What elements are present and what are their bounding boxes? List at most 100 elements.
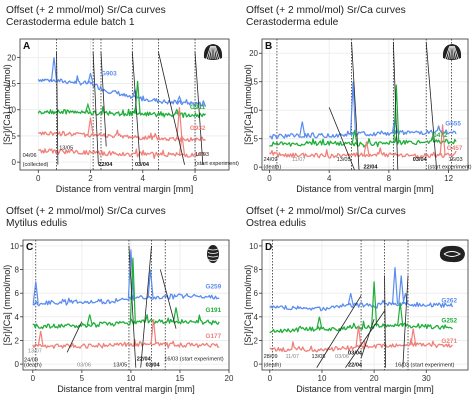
y-tick-label: 20 — [7, 53, 16, 62]
x-tick-label: 2 — [88, 174, 93, 183]
y-tick-label: 20 — [249, 49, 258, 58]
series-spike — [402, 293, 409, 305]
chart-panel-d: Offset (+ 2 mmol/mol) Sr/Ca curvesOstrea… — [243, 206, 469, 394]
series-line — [269, 299, 454, 312]
date-annotation: 22/04 — [137, 357, 152, 363]
y-tick-label: 10 — [249, 106, 258, 115]
correlation-line — [392, 41, 399, 170]
shell-rib — [214, 45, 218, 60]
date-annotation: 28/09 — [264, 354, 278, 360]
date-annotation: 11/07 — [285, 354, 299, 360]
panel-letter: A — [23, 41, 30, 52]
panel-letter: D — [265, 242, 272, 253]
y-tick-label: 8 — [15, 266, 20, 275]
shell-rib — [445, 45, 450, 60]
chart-panel-a: Offset (+ 2 mmol/mol) Sr/Ca curvesCerast… — [2, 5, 239, 194]
series-spike — [150, 319, 157, 345]
oyster-shell-icon — [439, 245, 465, 263]
y-axis-label: [Sr]/[Ca] (mmol/mol) — [243, 265, 253, 346]
date-annotation: 16/03 — [195, 152, 209, 158]
series-spike — [363, 141, 370, 156]
y-tick-label: 2 — [15, 336, 20, 345]
series-spike — [37, 330, 44, 347]
panel-border — [19, 38, 230, 171]
x-tick-label: 6 — [193, 174, 198, 183]
correlation-line — [402, 275, 409, 368]
y-tick-label: 6 — [15, 289, 20, 298]
y-tick-label: 15 — [249, 78, 258, 87]
date-annotation: 03/04 — [348, 351, 363, 357]
x-tick-label: 8 — [387, 174, 392, 183]
series-spike — [347, 293, 354, 306]
y-tick-label: 10 — [7, 106, 16, 115]
series-spike — [178, 135, 186, 155]
series-line — [269, 125, 457, 140]
series-label: G271 — [441, 338, 457, 345]
panel-letter: C — [26, 242, 33, 253]
shell-rib — [208, 45, 212, 60]
series-line — [269, 147, 457, 159]
series-spike — [391, 267, 399, 305]
chart-title: Offset (+ 2 mmol/mol) Sr/Ca curves — [246, 206, 406, 217]
series-line — [37, 148, 206, 160]
plot-area — [269, 240, 454, 370]
shell-rib — [206, 45, 211, 60]
date-annotation: 03/06 — [77, 362, 91, 368]
chart-panel-c: Offset (+ 2 mmol/mol) Sr/Ca curvesMytilu… — [2, 206, 234, 394]
x-axis-label: Distance from ventral margin [mm] — [296, 384, 434, 394]
series-spike — [50, 57, 58, 81]
shell-rib — [210, 45, 213, 60]
series-spike — [32, 281, 39, 304]
date-annotation: 22/04 — [98, 162, 113, 168]
series-spike — [350, 81, 357, 135]
series-spike — [129, 257, 136, 323]
chart-subtitle: Cerastoderma edule — [246, 17, 339, 28]
x-tick-label: 5 — [80, 374, 85, 383]
y-tick-label: 0 — [12, 158, 17, 167]
series-label: G932 — [190, 125, 206, 132]
correlation-line — [345, 310, 385, 368]
series-label: G911 — [190, 104, 206, 111]
series-spike — [397, 302, 404, 326]
series-spike — [351, 129, 358, 145]
series-line — [32, 314, 220, 330]
date-annotation: (death) — [263, 164, 281, 170]
series-spike — [87, 72, 94, 84]
series-spike — [316, 316, 323, 329]
panel-letter: B — [265, 41, 272, 52]
y-tick-label: 10 — [249, 242, 258, 251]
x-axis-label: Distance from ventral margin [mm] — [56, 184, 194, 194]
series-spike — [86, 314, 93, 326]
shell-ridge — [207, 259, 219, 261]
correlation-line — [66, 321, 83, 353]
y-tick-label: 5 — [254, 135, 259, 144]
correlation-line — [128, 245, 137, 368]
date-annotation: 11/07 — [292, 157, 306, 163]
shell-rib — [453, 45, 457, 60]
series-spike — [147, 269, 154, 298]
date-annotation: 16/03 (start experiment) — [395, 362, 455, 368]
y-tick-label: 0 — [15, 360, 20, 369]
x-tick-label: 0 — [267, 174, 272, 183]
series-spike — [355, 326, 362, 348]
date-annotation: 24/09 — [263, 157, 277, 163]
x-tick-label: 0 — [268, 374, 273, 383]
y-tick-label: 10 — [10, 242, 19, 251]
series-spike — [176, 107, 183, 140]
series-line — [269, 320, 453, 334]
correlation-line — [56, 52, 59, 165]
shell-ridge — [443, 251, 461, 257]
chart-subtitle: Mytilus edulis — [6, 218, 67, 229]
plot-area — [269, 39, 457, 170]
y-tick-label: 5 — [12, 132, 17, 141]
series-spike — [176, 94, 183, 104]
chart-subtitle: Ostrea edulis — [246, 218, 306, 229]
chart-subtitle: Cerastoderma edule batch 1 — [6, 17, 135, 28]
series-label: G252 — [441, 318, 457, 325]
shell-rib — [449, 45, 452, 60]
shell-rib — [447, 45, 451, 60]
series-spike — [371, 281, 378, 327]
x-tick-label: 12 — [444, 174, 453, 183]
correlation-line — [360, 319, 375, 359]
